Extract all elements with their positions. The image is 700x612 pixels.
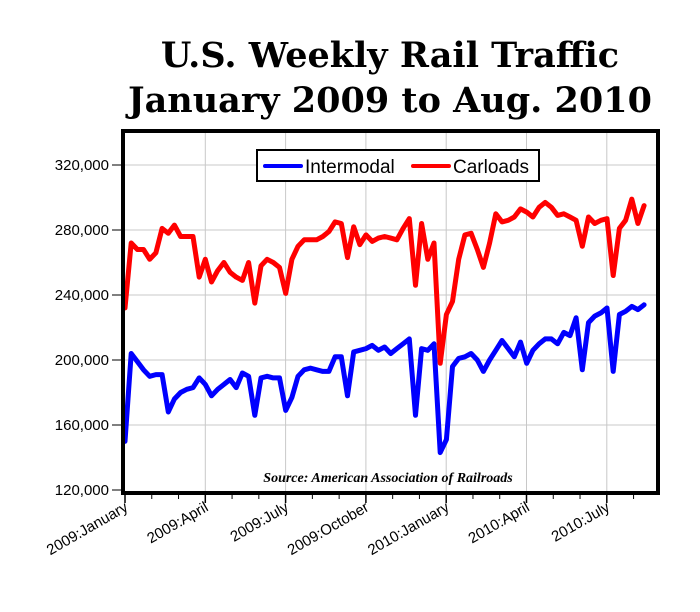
x-tick-label: 2009:July: [227, 498, 292, 545]
x-tick-label: 2010:April: [466, 499, 533, 547]
gridlines: [125, 131, 658, 493]
x-tick-label: 2010:January: [365, 498, 453, 558]
y-tick-label: 200,000: [55, 352, 109, 369]
plot-frame: [121, 129, 660, 495]
y-tick-label: 280,000: [55, 222, 109, 239]
x-tick-label: 2010:July: [549, 498, 614, 545]
x-axis: 2009:January 2009:April 2009:July2009:Octo…: [44, 493, 635, 559]
y-tick-label: 240,000: [55, 287, 109, 304]
series-line-carloads: [122, 196, 647, 366]
x-tick-label: 2009:January: [44, 498, 132, 558]
chart-title-line-1: U.S. Weekly Rail Traffic: [161, 35, 619, 76]
legend-box: [256, 149, 540, 182]
y-tick-label: 120,000: [55, 482, 109, 499]
legend: Intermodal Carloads: [256, 149, 540, 182]
series-line-intermodal: [122, 302, 647, 456]
x-tick-label: 2009:April: [144, 499, 211, 547]
source-annotation: Source: American Association of Railroad…: [263, 471, 513, 486]
x-tick-label: 2009:October: [285, 499, 372, 559]
chart-title-line-2: January 2009 to Aug. 2010: [125, 80, 652, 121]
y-axis: 120,000 160,000 200,000 240,000 280,000 320,0…: [55, 157, 121, 499]
legend-label-intermodal: Intermodal: [305, 157, 395, 178]
legend-label-carloads: Carloads: [453, 157, 529, 178]
y-tick-label: 320,000: [55, 157, 109, 174]
y-tick-label: 160,000: [55, 417, 109, 434]
series-lines: [122, 196, 647, 456]
